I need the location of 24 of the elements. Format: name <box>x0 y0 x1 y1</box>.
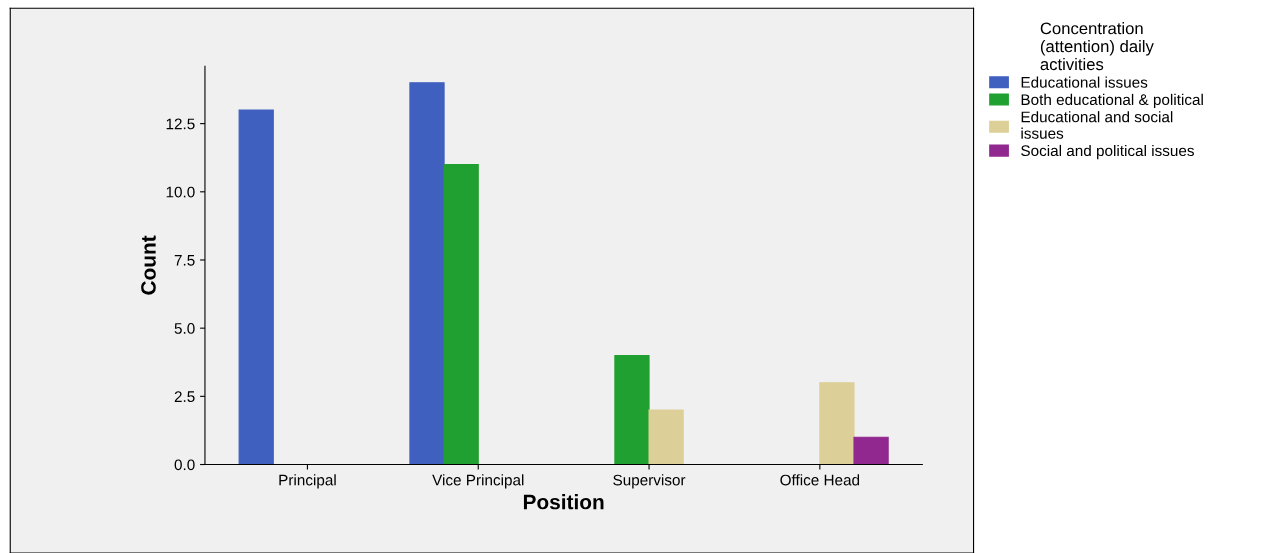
y-tick-label: 5.0 <box>174 323 195 334</box>
legend-label: Both educational & political <box>1021 93 1203 109</box>
legend-label: Educational and social issues <box>1021 111 1173 139</box>
y-axis-title: Count <box>141 235 156 295</box>
y-tick-label: 0.0 <box>174 459 195 471</box>
bar <box>853 436 889 465</box>
x-tick-label: Vice Principal <box>432 474 524 489</box>
bar <box>443 163 479 465</box>
x-axis-title: Position <box>523 494 604 510</box>
y-tick-label: 2.5 <box>174 391 195 403</box>
bar <box>238 109 274 465</box>
x-tick-label: Office Head <box>780 474 860 486</box>
bar <box>409 82 445 465</box>
bar <box>819 382 855 465</box>
bar <box>648 409 684 465</box>
x-tick-label: Principal <box>279 474 336 489</box>
x-tick-label: Supervisor <box>613 474 686 489</box>
y-tick-label: 12.5 <box>166 118 195 130</box>
legend-label: Social and political issues <box>1021 144 1194 160</box>
legend-label: Educational issues <box>1021 76 1148 88</box>
y-tick-label: 7.5 <box>174 255 195 266</box>
bar <box>614 354 650 465</box>
legend-title: Concentration (attention) daily activities <box>1040 22 1154 71</box>
y-tick-label: 10.0 <box>166 186 195 198</box>
